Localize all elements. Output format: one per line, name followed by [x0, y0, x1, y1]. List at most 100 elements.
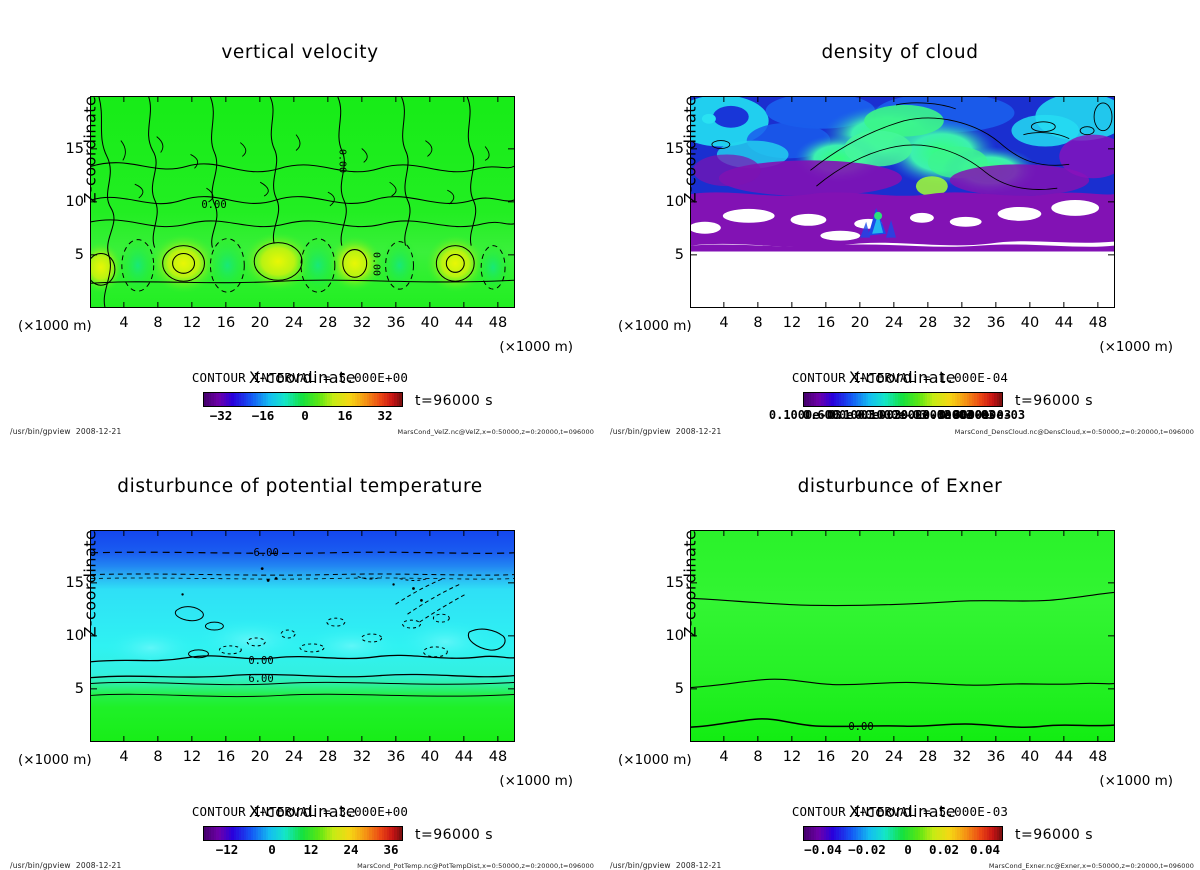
x-tick-mark: [327, 302, 329, 308]
tool-path-label: /usr/bin/gpview 2008-12-21: [10, 427, 122, 436]
y-axis-label: Z-coordinate: [680, 529, 700, 638]
y-tick-mark: [508, 582, 515, 584]
x-tick-mark: [463, 302, 465, 308]
y-tick-mark: [90, 582, 97, 584]
y-tick-mark: [508, 635, 515, 637]
x-tick-mark: [157, 96, 159, 102]
x-tick-label: 24: [884, 315, 904, 331]
x-tick-mark: [497, 530, 499, 536]
colorbar-tick-label: 0.04: [969, 842, 1001, 857]
x-tick-label: 44: [454, 315, 474, 331]
x-tick-label: 16: [816, 749, 836, 765]
y-axis-label: Z-coordinate: [80, 529, 100, 638]
x-tick-mark: [463, 530, 465, 536]
x-tick-mark: [463, 96, 465, 102]
colorbar-tick-label: 12: [303, 842, 319, 857]
vertical-velocity-field: [91, 97, 514, 307]
contour-interval-label: CONTOUR INTERVAL = 1.000E-04: [791, 370, 1009, 385]
x-tick-mark: [995, 736, 997, 742]
colorbar-tick-label: 0.3000e-03: [952, 408, 1026, 422]
y-tick-mark: [90, 201, 97, 203]
y-tick-mark: [508, 254, 515, 256]
x-tick-mark: [293, 96, 295, 102]
y-tick-mark: [1108, 148, 1115, 150]
panel-title: density of cloud: [821, 42, 979, 63]
x-tick-mark: [497, 302, 499, 308]
plot-area-exner[interactable]: 0.00 5 10 15 Z-coordinate: [618, 530, 1173, 821]
panel-disturbunce-of-exner: disturbunce of Exner: [600, 434, 1200, 870]
x-tick-mark: [327, 96, 329, 102]
x-tick-mark: [757, 530, 759, 536]
x-tick-mark: [893, 736, 895, 742]
x-tick-mark: [259, 96, 261, 102]
contour-interval-label: CONTOUR INTERVAL = 3.000E+00: [191, 804, 409, 819]
data-source-label: MarsCond_DensCloud.nc@DensCloud,x=0:5000…: [954, 428, 1194, 436]
x-tick-mark: [123, 302, 125, 308]
contour-label: 0.00: [201, 199, 227, 211]
y-axis-unit: (×1000 m): [18, 752, 92, 768]
colorbar-tick-label: 0.1000e-03: [854, 408, 928, 422]
x-tick-mark: [893, 96, 895, 102]
colorbar-tick-label: 0.3000e-03: [938, 408, 1012, 422]
tool-path-label: /usr/bin/gpview 2008-12-21: [10, 861, 122, 870]
x-tick-mark: [893, 530, 895, 536]
plot-area-density-of-cloud[interactable]: 5 10 15 Z-coordinate 4 8 12 16 20 24 28: [618, 96, 1173, 387]
x-tick-mark: [927, 530, 929, 536]
x-tick-mark: [961, 302, 963, 308]
x-tick-mark: [1063, 302, 1065, 308]
colorbar-tick-label: 0.1000e-03: [828, 408, 902, 422]
colorbar[interactable]: −12 0 12 24 36: [203, 826, 403, 857]
colorbar-tick-label: 36: [383, 842, 399, 857]
x-tick-mark: [361, 736, 363, 742]
x-tick-mark: [395, 302, 397, 308]
x-tick-label: 36: [986, 315, 1006, 331]
density-of-cloud-field: [691, 97, 1114, 307]
colorbar-tick-label: 0: [268, 842, 276, 857]
x-tick-mark: [225, 736, 227, 742]
x-tick-label: 20: [850, 315, 870, 331]
x-tick-label: 24: [884, 749, 904, 765]
x-tick-label: 16: [216, 749, 236, 765]
y-tick-mark: [508, 688, 515, 690]
x-tick-mark: [191, 530, 193, 536]
contour-label: -6.00: [247, 547, 279, 559]
y-tick-mark: [90, 635, 97, 637]
x-tick-mark: [1029, 736, 1031, 742]
x-tick-mark: [361, 530, 363, 536]
x-tick-mark: [1063, 736, 1065, 742]
x-axis-unit: (×1000 m): [1099, 339, 1173, 355]
x-tick-mark: [497, 736, 499, 742]
x-tick-mark: [157, 736, 159, 742]
x-axis-label: X-coordinate: [248, 368, 357, 387]
x-tick-label: 44: [1054, 315, 1074, 331]
contour-label: 6.00: [248, 673, 274, 685]
x-tick-mark: [259, 302, 261, 308]
x-tick-mark: [259, 530, 261, 536]
y-tick-label: 10: [65, 628, 84, 644]
y-tick-label: 15: [665, 575, 684, 591]
x-tick-mark: [995, 96, 997, 102]
y-tick-label: 10: [665, 628, 684, 644]
x-tick-mark: [1063, 96, 1065, 102]
x-tick-mark: [191, 96, 193, 102]
x-tick-mark: [825, 302, 827, 308]
colorbar[interactable]: −0.04 −0.02 0 0.02 0.04: [803, 826, 1003, 857]
tool-path-label: /usr/bin/gpview 2008-12-21: [610, 861, 722, 870]
time-label: t=96000 s: [415, 393, 493, 409]
x-tick-label: 12: [182, 749, 202, 765]
x-tick-label: 24: [284, 315, 304, 331]
plot-area-vertical-velocity[interactable]: 0.00 0.00 0.00 5 10 15 Z-coordinate: [18, 96, 573, 387]
x-tick-label: 40: [420, 749, 440, 765]
x-axis-label: X-coordinate: [848, 802, 957, 821]
y-tick-label: 15: [665, 141, 684, 157]
x-tick-label: 16: [816, 315, 836, 331]
x-tick-mark: [1097, 530, 1099, 536]
x-tick-mark: [123, 530, 125, 536]
colorbar[interactable]: 0.1000e-03 0.6000e-03 0.1000e-03 0.1000e…: [769, 392, 1025, 422]
colorbar[interactable]: −32 −16 0 16 32: [203, 392, 403, 423]
x-tick-label: 48: [1088, 749, 1108, 765]
colorbar-gradient: [203, 826, 403, 841]
x-tick-mark: [327, 736, 329, 742]
plot-area-potential-temperature[interactable]: -6.00 0.00 6.00 5 10 15 Z-coordinate: [18, 530, 573, 821]
x-tick-label: 4: [119, 749, 129, 765]
